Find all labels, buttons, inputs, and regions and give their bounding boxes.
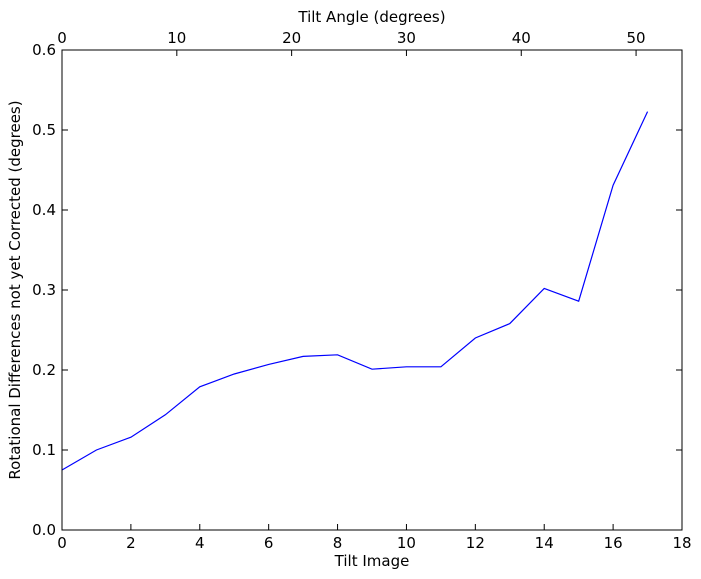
y-tick-label: 0.5 (32, 121, 56, 139)
ticks-layer (61, 49, 683, 531)
x-tick-label: 6 (264, 534, 274, 552)
x-tick-label: 10 (397, 534, 416, 552)
y-tick-label: 0.6 (32, 41, 56, 59)
y-axis-title: Rotational Differences not yet Corrected… (6, 100, 24, 479)
x2-axis-title: Tilt Angle (degrees) (297, 8, 445, 26)
y-tick-label: 0.4 (32, 201, 56, 219)
x2-tick-label: 20 (282, 29, 301, 47)
x-tick-label: 14 (535, 534, 554, 552)
x2-tick-label: 10 (167, 29, 186, 47)
x-tick-label: 0 (57, 534, 67, 552)
y-tick-label: 0.1 (32, 441, 56, 459)
x-tick-label: 4 (195, 534, 205, 552)
x-axis-title: Tilt Image (334, 552, 410, 570)
x-tick-label: 2 (126, 534, 136, 552)
series-line (61, 111, 649, 471)
labels-layer: 0 2 4 6 8 10 12 14 16 18 0 10 20 30 40 50 0.0 0.1 0.2 0.3 0.… (32, 29, 691, 552)
plot-frame (61, 49, 683, 531)
x2-tick-label: 40 (512, 29, 531, 47)
x-tick-label: 16 (604, 534, 623, 552)
y-tick-label: 0.0 (32, 521, 56, 539)
x-tick-label: 12 (466, 534, 485, 552)
x2-tick-label: 50 (627, 29, 646, 47)
x2-tick-label: 30 (397, 29, 416, 47)
x-tick-label: 8 (333, 534, 343, 552)
y-tick-label: 0.2 (32, 361, 56, 379)
y-tick-label: 0.3 (32, 281, 56, 299)
x-tick-label: 18 (672, 534, 691, 552)
x2-tick-label: 0 (57, 29, 67, 47)
